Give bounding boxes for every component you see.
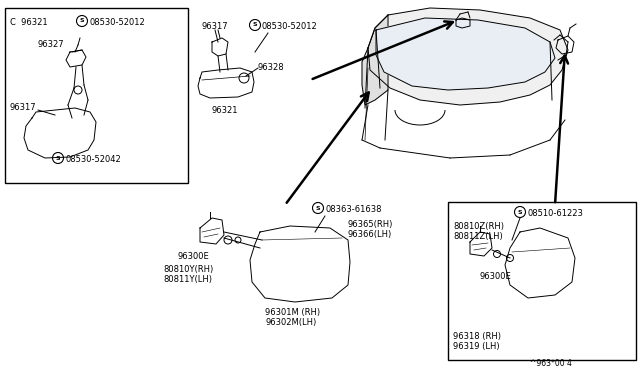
Text: S: S xyxy=(316,205,320,211)
Bar xyxy=(5,8,188,183)
Text: 80811Z(LH): 80811Z(LH) xyxy=(453,232,503,241)
Text: S: S xyxy=(518,209,522,215)
Text: 96317: 96317 xyxy=(10,103,36,112)
Text: 96317: 96317 xyxy=(202,22,228,31)
Text: 80810Z(RH): 80810Z(RH) xyxy=(453,222,504,231)
Text: 96366(LH): 96366(LH) xyxy=(348,230,392,239)
Text: 80811Y(LH): 80811Y(LH) xyxy=(163,275,212,284)
Text: 96301M (RH): 96301M (RH) xyxy=(265,308,320,317)
Text: 96300E: 96300E xyxy=(480,272,512,281)
Text: 96302M(LH): 96302M(LH) xyxy=(265,318,316,327)
Text: 08510-61223: 08510-61223 xyxy=(527,209,583,218)
Polygon shape xyxy=(368,8,568,105)
Text: 08530-52042: 08530-52042 xyxy=(65,155,121,164)
Text: 80810Y(RH): 80810Y(RH) xyxy=(163,265,213,274)
Text: 96321: 96321 xyxy=(212,106,239,115)
Text: S: S xyxy=(253,22,257,28)
Text: S: S xyxy=(56,155,60,160)
Text: 08363-61638: 08363-61638 xyxy=(325,205,381,214)
Text: 08530-52012: 08530-52012 xyxy=(89,18,145,27)
Text: C  96321: C 96321 xyxy=(10,18,47,27)
Bar xyxy=(448,202,636,360)
Text: 08530-52012: 08530-52012 xyxy=(262,22,317,31)
Text: 96327: 96327 xyxy=(38,40,65,49)
Text: S: S xyxy=(80,19,84,23)
Text: 96328: 96328 xyxy=(258,62,285,71)
Text: ^963*00 4: ^963*00 4 xyxy=(530,359,572,368)
Text: 96365(RH): 96365(RH) xyxy=(348,220,394,229)
Text: 96318 (RH): 96318 (RH) xyxy=(453,332,501,341)
Text: 96300E: 96300E xyxy=(178,252,210,261)
Polygon shape xyxy=(376,18,555,90)
Text: 96319 (LH): 96319 (LH) xyxy=(453,342,500,351)
Polygon shape xyxy=(362,15,388,105)
